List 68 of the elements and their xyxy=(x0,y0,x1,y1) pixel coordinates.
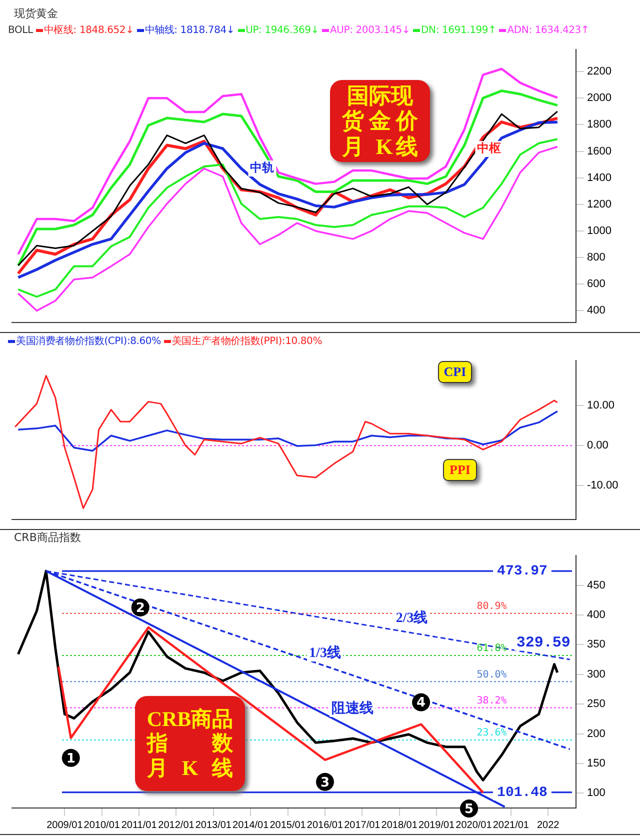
y-tick-label: 350 xyxy=(587,638,606,651)
annotation: 2 xyxy=(136,600,145,616)
legend-label: 中枢线: 1848.652↓ xyxy=(44,25,134,36)
y-tick-label: 400 xyxy=(587,609,606,622)
y-tick-label: 2000 xyxy=(587,92,612,104)
x-tick-label: 2019/01 xyxy=(418,820,456,831)
annotation: 80.9% xyxy=(476,600,507,612)
chart-title: 现货黄金 xyxy=(13,6,59,22)
y-tick-label: 250 xyxy=(587,698,606,710)
x-tick-label: 2016/01 xyxy=(306,820,344,831)
legend-label: UP: 1946.369↓ xyxy=(246,25,319,36)
x-tick-label: 2015/01 xyxy=(270,820,306,831)
legend-title: BOLL xyxy=(8,25,33,36)
legend-label: ADN: 1634.423↑ xyxy=(507,25,590,36)
annotation: 2/3线 xyxy=(396,610,428,626)
y-tick-label: -10.00 xyxy=(587,480,618,492)
x-tick-label: 2011/01 xyxy=(121,820,158,831)
x-tick-label: 2010/01 xyxy=(84,820,120,831)
annotation: 38.2% xyxy=(476,695,507,706)
y-tick-label: 800 xyxy=(587,252,606,264)
legend-label: 美国生产者物价指数(PPI):10.80% xyxy=(172,336,322,347)
legend-label: AUP: 2003.145↓ xyxy=(330,25,410,36)
text: 国际现货金价月 K线 xyxy=(342,83,418,159)
x-tick-label: 2017/01 xyxy=(344,820,381,831)
ref-line-label: 101.48 xyxy=(497,784,548,801)
y-tick-label: 200 xyxy=(587,728,606,740)
x-tick-label: 2022 xyxy=(536,820,560,831)
y-tick-label: 1400 xyxy=(587,172,612,184)
annotation: CPI xyxy=(438,361,472,383)
x-tick-label: 2012/01 xyxy=(158,820,195,831)
annotation: PPI xyxy=(443,459,477,481)
legend-label: 中轴线: 1818.784↓ xyxy=(144,25,235,36)
y-tick-label: 2200 xyxy=(587,66,612,78)
annotation: 4 xyxy=(416,696,426,711)
y-tick-label: 1600 xyxy=(587,145,612,158)
y-tick-label: 150 xyxy=(587,757,606,770)
annotation: 3 xyxy=(320,775,330,790)
x-tick-label: 2014/01 xyxy=(232,820,270,831)
annotation: 中轨 xyxy=(250,160,274,175)
annotation: 阻速线 xyxy=(332,700,374,716)
legend-label: DN: 1691.199↑ xyxy=(421,25,496,36)
y-tick-label: 600 xyxy=(587,278,606,290)
y-tick-label: 1800 xyxy=(587,118,612,131)
x-tick-label: 2009/01 xyxy=(46,820,84,831)
x-tick-label: 2020/01 xyxy=(456,820,492,831)
annotation: 61.8% xyxy=(476,643,507,654)
annotation: 329.59 xyxy=(516,634,570,652)
annotation: 23.6% xyxy=(476,728,507,739)
y-tick-label: 1200 xyxy=(587,198,612,210)
y-tick-label: 10.00 xyxy=(587,400,615,412)
y-tick-label: 0.00 xyxy=(587,440,608,452)
x-tick-label: 2021/01 xyxy=(492,820,530,831)
chart-title: CRB商品指数 xyxy=(13,530,82,546)
annotation: 5 xyxy=(464,802,474,817)
y-tick-label: 300 xyxy=(587,668,606,680)
x-tick-label: 2018/01 xyxy=(381,820,418,831)
y-tick-label: 1000 xyxy=(587,225,612,238)
y-tick-label: 400 xyxy=(587,304,606,317)
ref-line-label: 473.97 xyxy=(497,564,548,580)
text: CRB商品指数月 K 线 xyxy=(146,707,234,780)
legend-label: 美国消费者物价指数(CPI):8.60% xyxy=(16,336,161,347)
annotation: 中枢 xyxy=(477,141,502,156)
annotation: 1 xyxy=(66,751,76,766)
y-tick-label: 100 xyxy=(587,787,606,800)
annotation: 1/3线 xyxy=(309,645,341,662)
annotation: 50.0% xyxy=(476,669,507,680)
x-tick-label: 2013/01 xyxy=(195,820,232,831)
y-tick-label: 450 xyxy=(587,579,606,592)
